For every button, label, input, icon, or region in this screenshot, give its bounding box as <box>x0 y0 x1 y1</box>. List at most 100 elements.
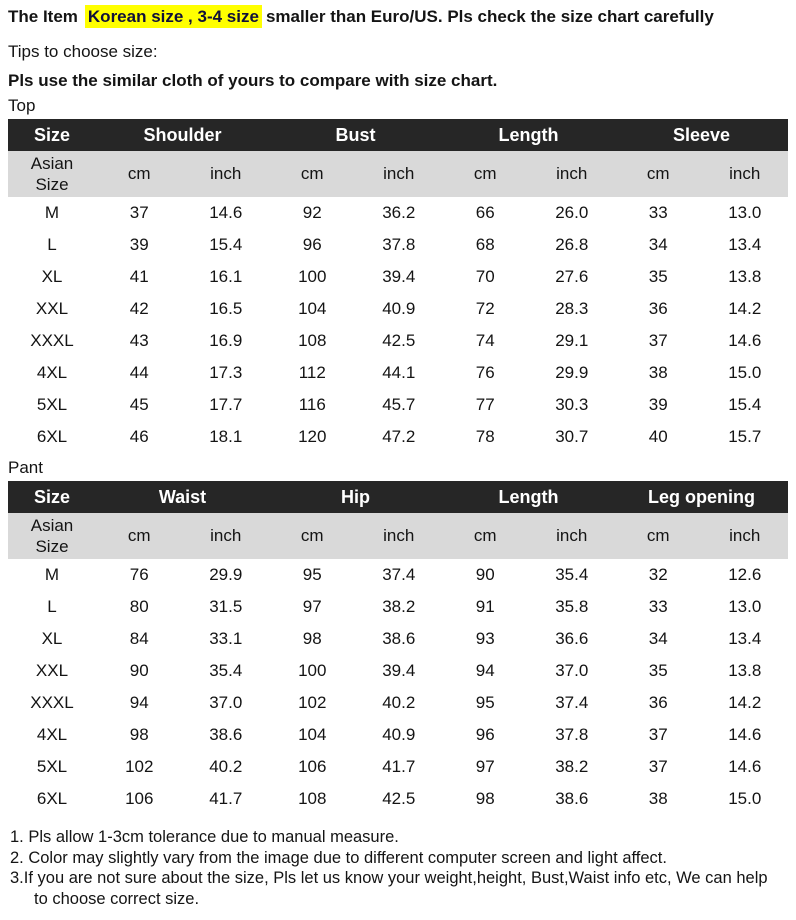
value-cell: 37.8 <box>382 235 416 254</box>
column-header-row: Size Shoulder Bust Length Sleeve <box>8 119 788 151</box>
note-line: to choose correct size. <box>34 889 200 908</box>
value-cell: 29.9 <box>209 565 243 584</box>
value-cell: 30.7 <box>555 427 589 446</box>
value-cell: 106 <box>298 757 327 776</box>
asian-size-line2: Size <box>35 537 69 556</box>
table-row: XL 41 16.1 100 39.4 70 27.6 35 13.8 <box>8 261 788 293</box>
value-cell: 100 <box>298 267 327 286</box>
value-cell: 98 <box>475 789 495 808</box>
unit-inch-label: inch <box>528 151 615 197</box>
value-cell: 15.4 <box>209 235 243 254</box>
value-cell: 45 <box>129 395 149 414</box>
top-size-table: Size Shoulder Bust Length Sleeve Asian S… <box>8 119 788 453</box>
page-title: The Item Korean size , 3-4 size smaller th… <box>8 5 788 28</box>
asian-size-line1: Asian <box>30 154 74 173</box>
asian-size-line2: Size <box>35 175 69 194</box>
value-cell: 33 <box>648 203 668 222</box>
value-cell: 66 <box>475 203 495 222</box>
title-highlight: Korean size , 3-4 size <box>84 5 262 28</box>
value-cell: 17.3 <box>209 363 243 382</box>
value-cell: 40 <box>648 427 668 446</box>
value-cell: 35 <box>648 661 668 680</box>
value-cell: 70 <box>475 267 495 286</box>
sleeve-column-header: Sleeve <box>615 119 788 151</box>
value-cell: 94 <box>129 693 149 712</box>
size-cell: M <box>44 565 60 584</box>
value-cell: 35 <box>648 267 668 286</box>
pant-size-table: Size Waist Hip Length Leg opening Asian … <box>8 481 788 815</box>
unit-cm-label: cm <box>96 513 183 559</box>
value-cell: 13.8 <box>728 661 762 680</box>
value-cell: 44.1 <box>382 363 416 382</box>
value-cell: 14.2 <box>728 299 762 318</box>
table-row: M 76 29.9 95 37.4 90 35.4 32 12.6 <box>8 559 788 591</box>
value-cell: 13.0 <box>728 597 762 616</box>
value-cell: 38 <box>648 789 668 808</box>
value-cell: 74 <box>475 331 495 350</box>
value-cell: 36 <box>648 693 668 712</box>
value-cell: 38.2 <box>555 757 589 776</box>
unit-cm-label: cm <box>442 513 529 559</box>
units-row: Asian Size cm inch cm inch cm inch cm in… <box>8 513 788 559</box>
value-cell: 102 <box>125 757 154 776</box>
size-cell: XXL <box>35 661 69 680</box>
value-cell: 42.5 <box>382 789 416 808</box>
column-header-row: Size Waist Hip Length Leg opening <box>8 481 788 513</box>
value-cell: 37.0 <box>555 661 589 680</box>
value-cell: 15.0 <box>728 363 762 382</box>
value-cell: 37.4 <box>555 693 589 712</box>
value-cell: 77 <box>475 395 495 414</box>
pant-table-body: M 76 29.9 95 37.4 90 35.4 32 12.6 L 80 31.5 97 38.2 91… <box>8 559 788 815</box>
unit-inch-label: inch <box>182 513 269 559</box>
value-cell: 40.9 <box>382 299 416 318</box>
value-cell: 27.6 <box>555 267 589 286</box>
value-cell: 47.2 <box>382 427 416 446</box>
value-cell: 84 <box>129 629 149 648</box>
value-cell: 116 <box>298 395 326 414</box>
value-cell: 39 <box>129 235 149 254</box>
table-row: 4XL 44 17.3 112 44.1 76 29.9 38 15.0 <box>8 357 788 389</box>
table-row: XXXL 43 16.9 108 42.5 74 29.1 37 14.6 <box>8 325 788 357</box>
value-cell: 94 <box>475 661 495 680</box>
value-cell: 40.2 <box>382 693 416 712</box>
value-cell: 41.7 <box>209 789 243 808</box>
value-cell: 39 <box>648 395 668 414</box>
table-row: L 39 15.4 96 37.8 68 26.8 34 13.4 <box>8 229 788 261</box>
value-cell: 13.4 <box>728 629 762 648</box>
value-cell: 80 <box>129 597 149 616</box>
value-cell: 34 <box>648 235 668 254</box>
value-cell: 32 <box>648 565 668 584</box>
value-cell: 43 <box>129 331 149 350</box>
value-cell: 14.6 <box>728 725 762 744</box>
section-label-top: Top <box>8 96 36 115</box>
value-cell: 36 <box>648 299 668 318</box>
size-cell: L <box>47 597 57 616</box>
note-line: 2. Color may slightly vary from the imag… <box>10 848 667 867</box>
table-row: M 37 14.6 92 36.2 66 26.0 33 13.0 <box>8 197 788 229</box>
shoulder-column-header: Shoulder <box>96 119 269 151</box>
table-row: XXL 90 35.4 100 39.4 94 37.0 35 13.8 <box>8 655 788 687</box>
unit-inch-label: inch <box>528 513 615 559</box>
size-cell: L <box>47 235 57 254</box>
value-cell: 15.0 <box>728 789 762 808</box>
size-cell: 4XL <box>36 725 68 744</box>
size-cell: 5XL <box>36 395 68 414</box>
value-cell: 15.4 <box>728 395 762 414</box>
size-cell: 6XL <box>36 789 68 808</box>
value-cell: 18.1 <box>209 427 243 446</box>
value-cell: 29.1 <box>555 331 589 350</box>
value-cell: 37 <box>129 203 149 222</box>
value-cell: 37.8 <box>555 725 589 744</box>
table-row: XXXL 94 37.0 102 40.2 95 37.4 36 14.2 <box>8 687 788 719</box>
size-column-header: Size <box>8 119 96 151</box>
value-cell: 112 <box>298 363 326 382</box>
value-cell: 41.7 <box>382 757 416 776</box>
unit-inch-label: inch <box>701 513 788 559</box>
leg-opening-column-header: Leg opening <box>615 481 788 513</box>
compare-instruction: Pls use the similar cloth of yours to co… <box>8 71 498 90</box>
top-table-body: M 37 14.6 92 36.2 66 26.0 33 13.0 L 39 15.4 96 37.8 68… <box>8 197 788 453</box>
value-cell: 14.2 <box>728 693 762 712</box>
asian-size-line1: Asian <box>30 516 74 535</box>
value-cell: 41 <box>129 267 149 286</box>
value-cell: 97 <box>302 597 322 616</box>
